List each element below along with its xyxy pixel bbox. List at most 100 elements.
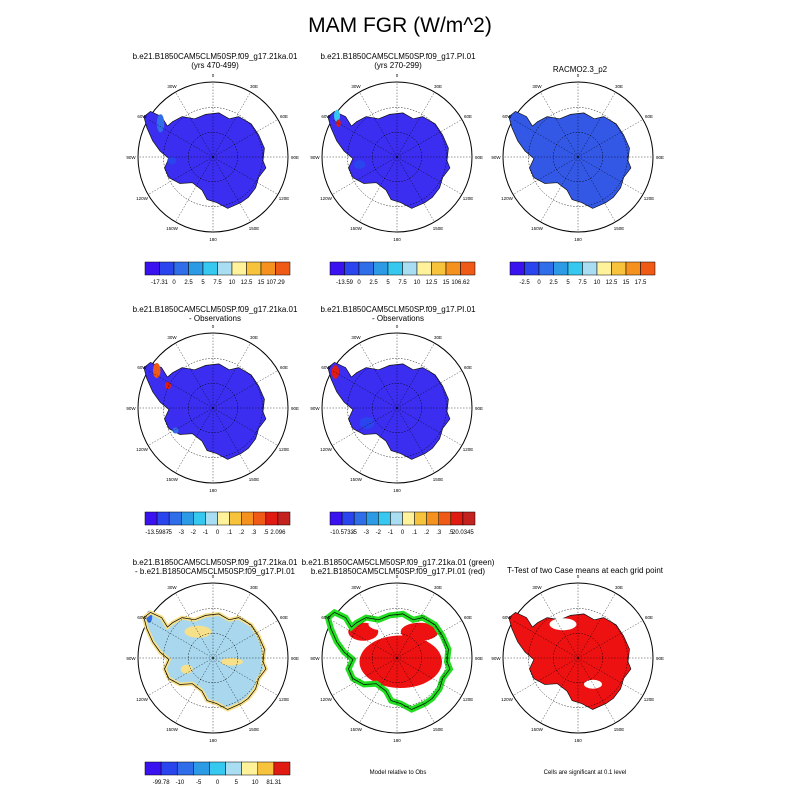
panel-2-colorbar-box-5 — [402, 261, 418, 276]
panel-7-lon-label-3: 60E — [464, 615, 472, 620]
panel-3-meridian-8 — [540, 156, 579, 223]
panel-4-lon-label-10: 90W — [126, 406, 136, 411]
panel-6-colorbar-label-3: 0 — [216, 780, 220, 786]
panel-5-colorbar-label-9: .5 — [448, 530, 454, 536]
panel-2-lon-label-3: 60E — [464, 114, 472, 119]
panel-4-colorbar-box-10 — [265, 511, 279, 526]
panel-5-colorbar-box-9 — [438, 511, 452, 526]
panel-8-caption: Cells are significant at 0.1 level — [543, 770, 627, 776]
panel-6-lon-label-9: 120W — [136, 697, 149, 702]
panel-4-colorbar-label-0: -13.5987 — [145, 530, 169, 536]
panel-4-meridian-0 — [175, 342, 214, 409]
panel-3-colorbar-box-1 — [524, 261, 540, 276]
panel-8-lon-label-2: 30E — [615, 585, 623, 590]
panel-4-lon-label-3: 60E — [280, 365, 288, 370]
panel-2-lon-label-4: 90E — [475, 155, 483, 160]
panel-2-meridian-5 — [396, 156, 463, 195]
panel-1-lon-label-4: 90E — [291, 155, 299, 160]
panel-5-lon-label-1: 0 — [396, 324, 399, 329]
panel-3-lon-label-11: 60W — [502, 114, 512, 119]
panel-8-patch-0 — [549, 618, 577, 631]
panel-5-lon-label-9: 120W — [320, 447, 333, 452]
panel-6-lon-label-0: 30W — [167, 585, 177, 590]
panel-8-meridian-3 — [577, 620, 644, 659]
panel-2-meridian-6 — [396, 156, 435, 223]
panel-2-colorbar-box-4 — [387, 261, 403, 276]
panel-4-lon-label-5: 120E — [279, 447, 290, 452]
panel-8-meridian-2 — [577, 592, 616, 659]
panel-4-meridian-8 — [175, 407, 214, 474]
panel-6-lon-label-3: 60E — [280, 615, 288, 620]
panel-5-colorbar-box-3 — [366, 511, 379, 526]
panel-8-polar-map: 30W 0 30E 60E 90E 120E 150E 180 150W 120W 90W 60W — [491, 574, 664, 743]
panel-3-lon-label-5: 120E — [644, 196, 655, 201]
panel-6-colorbar-box-3 — [193, 761, 210, 776]
panel-2-colorbar-box-9 — [460, 261, 476, 276]
panel-2-colorbar-label-3: 5 — [386, 280, 390, 286]
panel-2-colorbar-label-7: 15 — [443, 280, 450, 286]
panel-4-title: b.e21.B1850CAM5CLM50SP.f09_g17.21ka.01 -… — [85, 305, 345, 323]
panel-7-meridian-5 — [396, 657, 463, 696]
panel-3-colorbar-label-0: -2.5 — [519, 280, 530, 286]
panel-8-lon-label-5: 120E — [644, 697, 655, 702]
panel-8-meridian-11 — [512, 620, 579, 659]
panel-5-colorbar-box-7 — [414, 511, 427, 526]
panel-2-meridian-3 — [396, 119, 463, 158]
panel-2-colorbar-box-3 — [373, 261, 389, 276]
panel-4-meridian-5 — [212, 407, 279, 446]
panel-4-patch-2 — [172, 427, 179, 434]
panel-5-colorbar-box-1 — [341, 511, 355, 526]
panel-4-lon-label-4: 90E — [291, 406, 299, 411]
panel-3-lon-label-10: 90W — [491, 155, 501, 160]
panel-3-colorbar-label-6: 12.5 — [606, 280, 618, 286]
panel-3-colorbar-box-8 — [625, 261, 641, 276]
panel-2-lon-label-9: 120W — [320, 196, 333, 201]
panel-1-colorbar-box-5 — [217, 261, 233, 276]
panel-5-lon-label-11: 60W — [321, 365, 331, 370]
panel-1-meridian-6 — [212, 156, 251, 223]
panel-8-title-line1: T-Test of two Case means at each grid po… — [506, 566, 664, 575]
panel-4-colorbar: -13.5987-5 -3 -2 -1 0 .1 .2 .3 .5 2.096 — [144, 511, 291, 536]
panel-3-colorbar-box-7 — [611, 261, 627, 276]
panel-5-meridian-11 — [331, 370, 398, 409]
panel-1-title-line1: b.e21.B1850CAM5CLM50SP.f09_g17.21ka.01 — [132, 52, 298, 61]
panel-7-lon-label-7: 180 — [393, 738, 401, 743]
panel-4-title-line1: b.e21.B1850CAM5CLM50SP.f09_g17.21ka.01 — [132, 305, 298, 314]
panel-4-colorbar-label-4: -1 — [203, 530, 209, 536]
panel-4-colorbar-box-3 — [181, 511, 194, 526]
panel-5-meridian-3 — [396, 370, 463, 409]
panel-5-meridian-5 — [396, 407, 463, 446]
panel-4-colorbar-box-0 — [144, 511, 158, 526]
panel-4-colorbar-box-1 — [156, 511, 170, 526]
panel-5-meridian-6 — [396, 407, 435, 474]
panel-5-land-fill — [327, 361, 451, 460]
panel-4-patch-0 — [153, 363, 161, 378]
panel-4-meridian-6 — [212, 407, 251, 474]
panel-4-colorbar-label-1: -5 — [166, 530, 172, 536]
panel-6-lon-label-10: 90W — [126, 656, 136, 661]
panel-5-colorbar-label-10: 20.0345 — [452, 530, 474, 536]
panel-2-lon-label-6: 150E — [433, 226, 444, 231]
panel-3-colorbar-box-3 — [553, 261, 569, 276]
panel-4-meridian-2 — [212, 342, 251, 409]
panel-7-patch-0 — [359, 635, 442, 688]
panel-3-lon-label-2: 30E — [615, 84, 623, 89]
panel-1-colorbar-label-1: 0 — [172, 280, 176, 286]
panel-6-lon-label-8: 150W — [166, 727, 179, 732]
panel-5-colorbar-label-8: .3 — [436, 530, 442, 536]
panel-7-lon-label-11: 60W — [321, 615, 331, 620]
panel-2-colorbar-label-1: 0 — [357, 280, 361, 286]
panel-1-meridian-9 — [147, 156, 214, 195]
panel-7-caption: Model relative to Obs — [369, 770, 427, 776]
panel-2-lon-label-8: 150W — [350, 226, 363, 231]
panel-7-lon-label-4: 90E — [475, 656, 483, 661]
panel-1-colorbar-label-7: 15 — [258, 280, 265, 286]
panel-8-lon-label-9: 120W — [501, 697, 514, 702]
panel-5-lon-label-5: 120E — [463, 447, 474, 452]
panel-7-meridian-9 — [331, 657, 398, 696]
panel-3-colorbar-label-2: 2.5 — [549, 280, 558, 286]
panel-4-patch-1 — [165, 381, 171, 390]
panel-2-colorbar-label-5: 10 — [414, 280, 421, 286]
panel-8-lon-label-1: 0 — [577, 574, 580, 579]
